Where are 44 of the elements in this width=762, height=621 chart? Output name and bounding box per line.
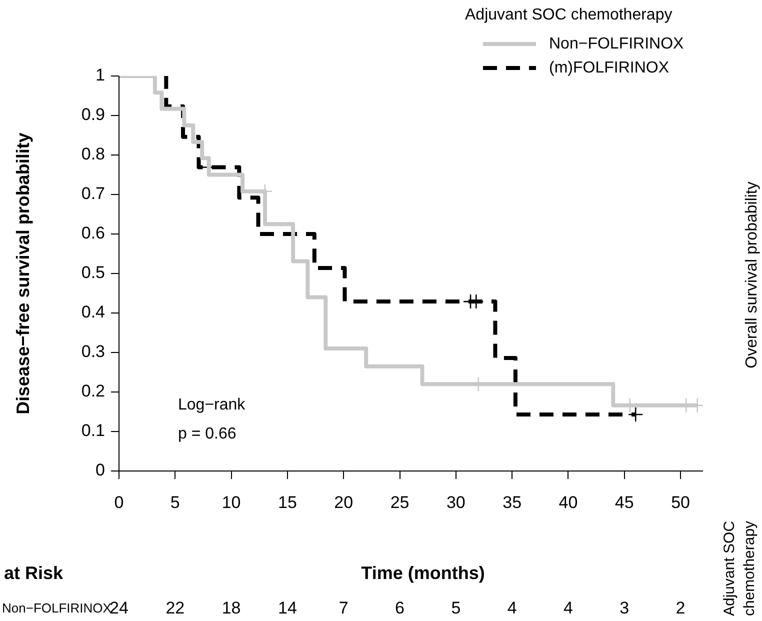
x-tick-label: 20 bbox=[334, 492, 354, 512]
x-tick-label: 35 bbox=[502, 492, 522, 512]
annotation: Log−rank bbox=[178, 396, 246, 414]
text: Overall survival probability bbox=[743, 182, 760, 368]
text: Adjuvant SOC bbox=[721, 520, 738, 616]
x-tick-label: 30 bbox=[446, 492, 466, 512]
text: 6 bbox=[395, 598, 405, 618]
y-tick-label: 0.9 bbox=[81, 105, 105, 124]
x-tick-label: 15 bbox=[278, 492, 297, 512]
text: 4 bbox=[507, 598, 517, 618]
text: 24 bbox=[110, 598, 128, 618]
x-tick-label: 5 bbox=[170, 492, 180, 512]
y-tick-label: 0 bbox=[96, 460, 105, 480]
y-tick-label: 0.3 bbox=[81, 342, 105, 362]
y-tick-label: 0.1 bbox=[81, 421, 105, 440]
x-tick-label: 40 bbox=[558, 492, 578, 512]
y-tick-label: 0.5 bbox=[81, 263, 105, 282]
x-tick-label: 50 bbox=[671, 492, 690, 512]
text: chemotherapy bbox=[741, 520, 758, 616]
annotation: p = 0.66 bbox=[178, 425, 236, 442]
text: 14 bbox=[278, 598, 297, 618]
x-tick-label: 10 bbox=[222, 492, 241, 512]
text: at Risk bbox=[4, 562, 64, 583]
text: 2 bbox=[676, 598, 686, 618]
y-tick-label: 0.6 bbox=[81, 224, 105, 243]
text: 18 bbox=[222, 598, 241, 618]
y-axis-title: Disease−free survival probability bbox=[12, 132, 33, 414]
y-tick-label: 0.8 bbox=[81, 144, 105, 164]
y-tick-label: 0.7 bbox=[81, 184, 105, 204]
x-axis-title: Time (months) bbox=[361, 562, 485, 583]
legend-title: Adjuvant SOC chemotherapy bbox=[465, 6, 672, 24]
y-tick-label: 0.2 bbox=[81, 382, 105, 401]
x-tick-label: 45 bbox=[614, 492, 634, 512]
y-tick-label: 1 bbox=[96, 66, 105, 85]
legend-label: (m)FOLFIRINOX bbox=[549, 59, 670, 76]
text: 22 bbox=[166, 598, 185, 618]
text: 5 bbox=[451, 598, 461, 618]
x-tick-label: 0 bbox=[114, 492, 124, 512]
text: 7 bbox=[338, 598, 348, 618]
legend-label: Non−FOLFIRINOX bbox=[549, 35, 684, 52]
y-tick-label: 0.4 bbox=[81, 302, 105, 322]
x-tick-label: 25 bbox=[390, 492, 410, 512]
text: 3 bbox=[620, 598, 630, 618]
text: 4 bbox=[563, 598, 573, 618]
